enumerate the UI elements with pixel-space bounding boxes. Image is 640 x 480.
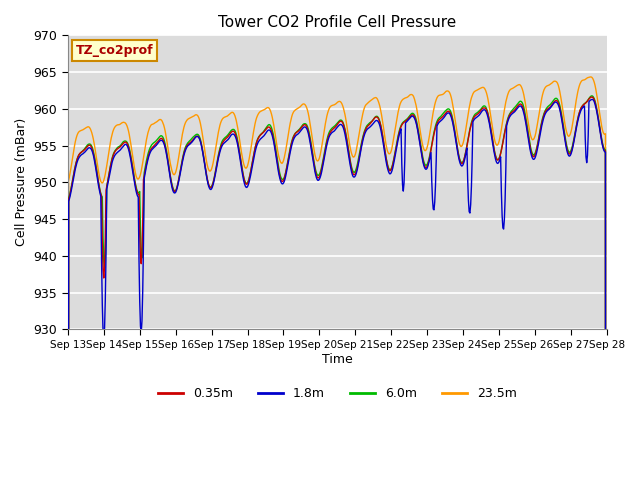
Title: Tower CO2 Profile Cell Pressure: Tower CO2 Profile Cell Pressure bbox=[218, 15, 456, 30]
Legend: 0.35m, 1.8m, 6.0m, 23.5m: 0.35m, 1.8m, 6.0m, 23.5m bbox=[153, 383, 522, 406]
X-axis label: Time: Time bbox=[322, 352, 353, 366]
Text: TZ_co2prof: TZ_co2prof bbox=[76, 44, 154, 57]
Y-axis label: Cell Pressure (mBar): Cell Pressure (mBar) bbox=[15, 118, 28, 246]
